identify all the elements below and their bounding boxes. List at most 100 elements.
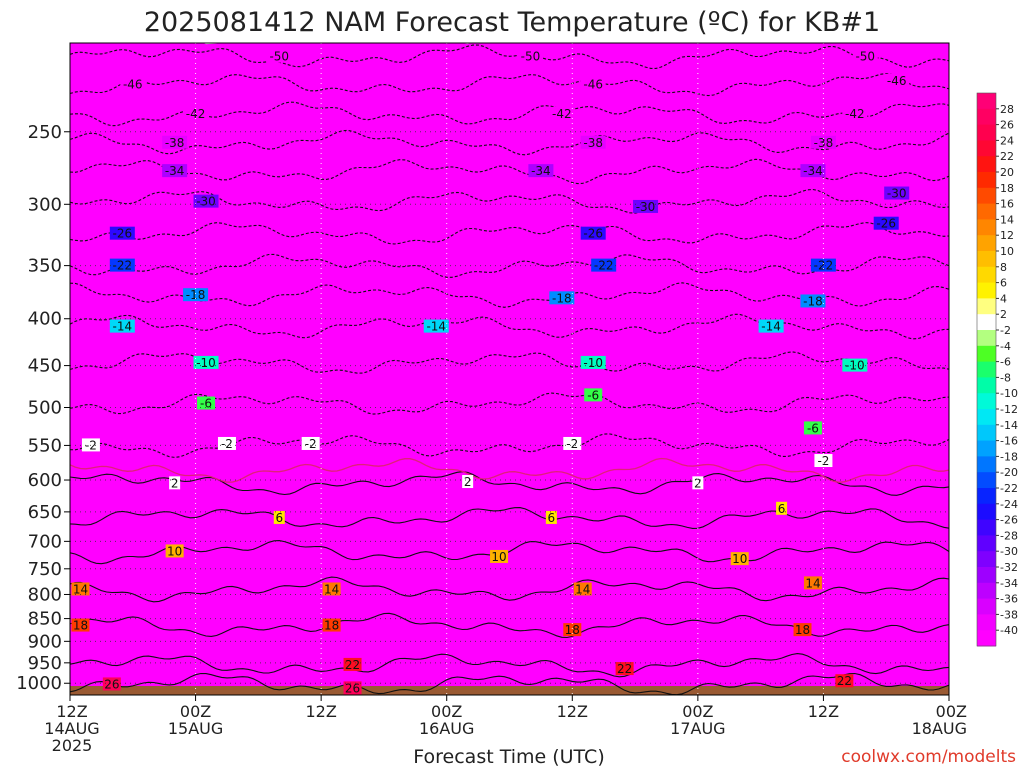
contour-label-bg: [580, 355, 606, 369]
colorbar-label: -28: [1000, 529, 1018, 542]
colorbar-label: -14: [1000, 419, 1018, 432]
contour-label-bg: [580, 77, 606, 91]
colorbar-swatch: [977, 519, 996, 536]
colorbar-label: 8: [1000, 261, 1007, 274]
isotherm-line: [70, 392, 949, 415]
colorbar-swatch: [977, 488, 996, 505]
contour-label: 6: [275, 511, 283, 525]
contour-label-bg: [162, 164, 188, 178]
isotherm-line: [70, 313, 949, 340]
credit-text: coolwx.com/modelts: [841, 747, 1016, 767]
contour-label: -38: [583, 136, 603, 150]
colorbar-label: 10: [1000, 245, 1014, 258]
contour-label: 18: [565, 623, 580, 637]
colorbar-label: -38: [1000, 608, 1018, 621]
colorbar-swatch: [977, 282, 996, 299]
colorbar-swatch: [977, 298, 996, 315]
contour-label: -14: [761, 320, 781, 334]
contour-label-bg: [71, 618, 90, 632]
contour-label-bg: [776, 501, 788, 515]
colorbar-swatch: [977, 140, 996, 157]
contour-label: -38: [165, 136, 185, 150]
y-tick-label: 750: [28, 559, 62, 580]
colorbar-label: -22: [1000, 482, 1018, 495]
contour-label: 10: [491, 550, 506, 564]
x-tick-label: 18AUG: [912, 719, 967, 738]
colorbar-label: -32: [1000, 561, 1018, 574]
isotherm-line: [70, 540, 949, 565]
contour-label-bg: [692, 476, 704, 490]
isotherm-line: [70, 253, 949, 278]
colorbar-swatch: [977, 456, 996, 473]
colorbar-swatch: [977, 614, 996, 631]
colorbar-swatch: [977, 156, 996, 173]
y-tick-label: 1000: [16, 673, 62, 694]
colorbar-swatch: [977, 187, 996, 205]
contour-label: 6: [548, 511, 556, 525]
contour-label-bg: [615, 662, 634, 676]
contour-label-bg: [343, 657, 362, 671]
contour-label-bg: [120, 77, 146, 91]
y-tick-label: 950: [28, 653, 62, 674]
contour-label: 18: [795, 623, 810, 637]
colorbar-label: -12: [1000, 403, 1018, 416]
colorbar-label: -36: [1000, 593, 1018, 606]
contour-label-bg: [803, 576, 822, 590]
x-tick-label: 12Z: [305, 702, 336, 721]
ground-fill: [70, 686, 949, 695]
plot-frame: [69, 42, 950, 696]
contour-label: 10: [167, 544, 182, 558]
contour-label-bg: [162, 135, 188, 149]
contour-label-bg: [563, 623, 582, 637]
contour-label-bg: [545, 510, 557, 524]
colorbar-label: 14: [1000, 213, 1014, 226]
colorbar-swatch: [977, 266, 996, 284]
y-tick-label: 650: [28, 502, 62, 523]
contour-label-bg: [800, 164, 826, 178]
contour-label: -26: [583, 227, 603, 241]
y-tick-label: 850: [28, 609, 62, 630]
contour-label: -34: [165, 164, 185, 178]
contour-label-bg: [322, 618, 341, 632]
colorbar-label: 16: [1000, 198, 1014, 211]
contour-label: -30: [196, 195, 216, 209]
colorbar-swatch: [977, 582, 996, 600]
isotherm-line: [70, 44, 949, 69]
isotherm-line: [70, 457, 949, 483]
colorbar-label: 6: [1000, 277, 1007, 290]
contour-label-bg: [273, 510, 285, 524]
colorbar-label: 22: [1000, 150, 1014, 163]
x-tick-label: 12Z: [557, 702, 588, 721]
contour-label: -10: [583, 356, 603, 370]
contour-label: -26: [113, 227, 133, 241]
isotherm-line: [70, 129, 949, 156]
colorbar-label: -8: [1000, 371, 1011, 384]
contour-label-bg: [197, 396, 216, 410]
contour-label: 2: [171, 476, 179, 490]
contour-label: 22: [837, 674, 852, 688]
colorbar-label: -18: [1000, 450, 1018, 463]
contour-label-bg: [633, 199, 659, 213]
contour-label-bg: [758, 319, 784, 333]
y-tick-label: 900: [28, 631, 62, 652]
colorbar-label: -16: [1000, 435, 1018, 448]
contour-label-bg: [109, 226, 135, 240]
colorbar-swatch: [977, 424, 996, 442]
contour-label-bg: [343, 681, 362, 695]
contour-label-bg: [183, 288, 209, 302]
colorbar-label: 12: [1000, 229, 1014, 242]
colorbar-swatch: [977, 440, 996, 457]
contour-label-bg: [814, 454, 833, 468]
contour-label: 14: [73, 582, 88, 596]
colorbar-label: -2: [1000, 324, 1011, 337]
contour-label-bg: [549, 106, 575, 120]
colorbar-swatch: [977, 393, 996, 410]
contour-label: -46: [123, 78, 143, 92]
contour-label-bg: [193, 194, 219, 208]
colorbar-label: -20: [1000, 466, 1018, 479]
contour-label: -18: [552, 291, 572, 305]
contour-label: -14: [113, 320, 133, 334]
contour-label: -42: [552, 107, 572, 121]
contour-label: -6: [200, 397, 212, 411]
contour-label: -18: [186, 288, 206, 302]
